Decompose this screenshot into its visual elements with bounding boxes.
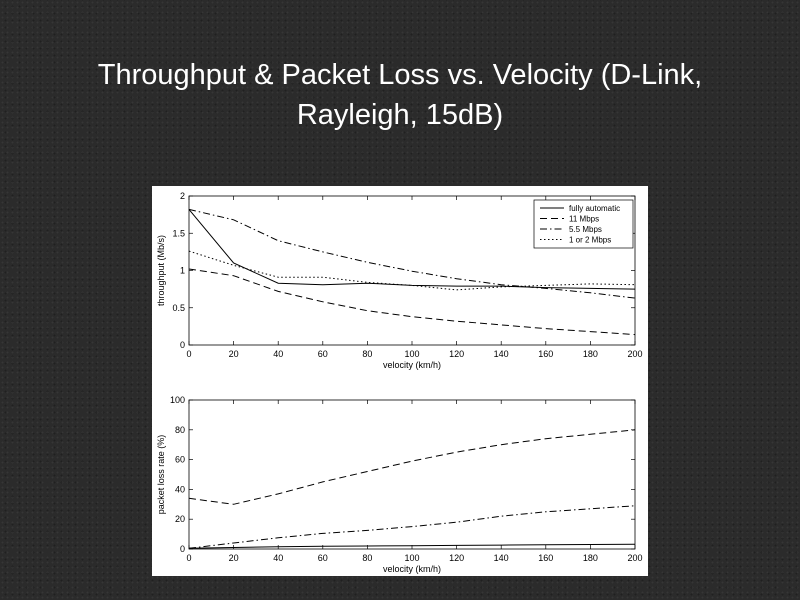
chart-2-series-1-line — [188, 543, 636, 549]
chart-1-series-3-line — [188, 208, 636, 299]
chart-2-ytick-label: 20 — [175, 514, 185, 524]
chart-1-legend-label: 1 or 2 Mbps — [569, 236, 611, 245]
chart-1-series-4-line — [188, 250, 636, 291]
chart-1-series-2-line — [188, 268, 636, 336]
chart-2-xtick-label: 160 — [538, 553, 553, 563]
chart-2-xtick-label: 80 — [362, 553, 372, 563]
chart-1-legend-label: 11 Mbps — [569, 215, 599, 224]
chart-1-legend-label: 5.5 Mbps — [569, 225, 602, 234]
chart-2-ylabel: packet loss rate (%) — [156, 435, 166, 515]
chart-2-series-3-line — [188, 505, 636, 549]
chart-2-ytick-label: 100 — [170, 395, 185, 405]
chart-2-xtick-label: 200 — [627, 553, 642, 563]
chart-1-xtick-label: 140 — [494, 349, 509, 359]
chart-1-xtick-label: 60 — [318, 349, 328, 359]
chart-2-xtick-label: 140 — [494, 553, 509, 563]
chart-1-xtick-label: 40 — [273, 349, 283, 359]
chart-2-ytick-label: 40 — [175, 484, 185, 494]
figure-panel: 0 20 40 60 80 100 120 140 160 180 200 0 0.5 1 1.5 2 velo… — [152, 186, 648, 576]
chart-2-ytick-label: 60 — [175, 455, 185, 465]
chart-1-ytick-label: 1 — [180, 266, 185, 276]
chart-2-ytick-label: 0 — [180, 544, 185, 554]
chart-1-ytick-label: 0 — [180, 340, 185, 350]
chart-2-xtick-label: 60 — [318, 553, 328, 563]
chart-2-xtick-label: 180 — [583, 553, 598, 563]
chart-1-ytick-label: 0.5 — [172, 303, 185, 313]
chart-1-ylabel: throughput (Mb/s) — [156, 235, 166, 306]
chart-svg: 0 20 40 60 80 100 120 140 160 180 20000.511.52velo… — [156, 191, 643, 574]
chart-2-xtick-label: 40 — [273, 553, 283, 563]
chart-1-xtick-label: 180 — [583, 349, 598, 359]
chart-1-xtick-label: 160 — [538, 349, 553, 359]
chart-1-xlabel: velocity (km/h) — [383, 360, 441, 370]
chart-1-legend-label: fully automatic — [569, 204, 620, 213]
chart-1-ytick-label: 1.5 — [172, 228, 185, 238]
chart-1-ytick-label: 2 — [180, 191, 185, 201]
chart-1-xtick-label: 0 — [186, 349, 191, 359]
chart-1-legend-box — [533, 199, 634, 249]
chart-2-series-2-line — [188, 429, 636, 505]
chart-2-xtick-label: 0 — [186, 553, 191, 563]
chart-1-xtick-label: 200 — [627, 349, 642, 359]
chart-2-xtick-label: 120 — [449, 553, 464, 563]
slide-title-line-1: Throughput & Packet Loss vs. Velocity (D… — [97, 59, 703, 91]
chart-2-xlabel: velocity (km/h) — [383, 564, 441, 574]
slide-title-line-2: Rayleigh, 15dB) — [296, 99, 504, 131]
chart-1-xtick-label: 80 — [362, 349, 372, 359]
chart-2-ytick-label: 80 — [175, 425, 185, 435]
chart-1-xtick-label: 100 — [404, 349, 419, 359]
chart-1-xtick-label: 120 — [449, 349, 464, 359]
chart-2-xtick-label: 20 — [229, 553, 239, 563]
chart-1-xtick-label: 20 — [229, 349, 239, 359]
slide-title: Throughput & Packet Loss vs. Velocity (D… — [0, 55, 800, 135]
chart-1-series-1-line — [188, 209, 636, 290]
chart-2-xtick-label: 100 — [404, 553, 419, 563]
